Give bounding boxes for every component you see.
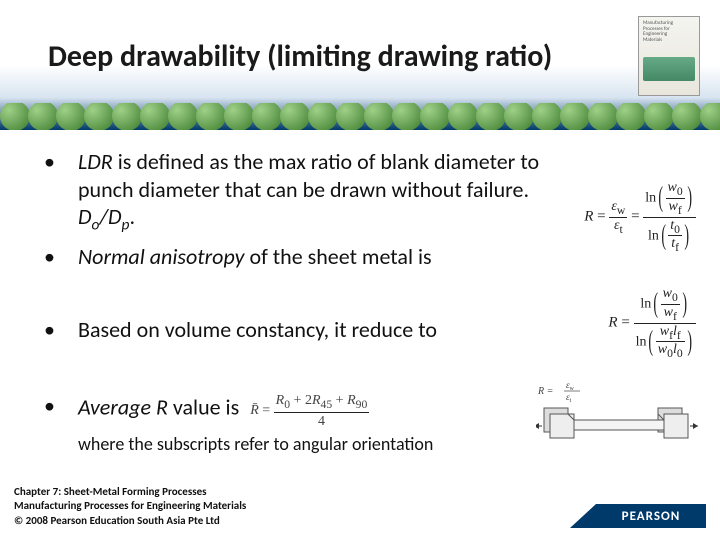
bullet-text: Normal anisotropy of the sheet metal is — [78, 243, 432, 271]
bullet-marker: • — [44, 316, 78, 344]
tensile-specimen-diagram: R = εw εt — [536, 380, 706, 470]
header-decoration — [0, 103, 720, 130]
bullet-text: Based on volume constancy, it reduce to — [78, 316, 437, 344]
book-cover-thumbnail: Manufacturing Processes for Engineering … — [638, 16, 700, 96]
equation-volume-constancy: R = ln(w0wf) ln(wflfw0l0) — [608, 286, 696, 360]
bullet-marker: • — [44, 392, 78, 420]
svg-text:εw: εw — [566, 380, 575, 392]
equation-anisotropy: R = εwεt = ln(w0wf) ln(t0tf) — [584, 180, 696, 254]
footer-chapter: Chapter 7: Sheet-Metal Forming Processes — [14, 485, 706, 499]
bullet-marker: • — [44, 243, 78, 271]
bullet-item: • Based on volume constancy, it reduce t… — [44, 316, 700, 344]
slide-title: Deep drawability (limiting drawing ratio… — [48, 38, 552, 75]
equation-rbar: R̄ = R0 + 2R45 + R904 — [250, 403, 369, 418]
bullet-marker: • — [44, 148, 78, 176]
svg-text:R =: R = — [537, 386, 553, 397]
book-title-line: Materials — [643, 38, 695, 44]
slide-footer: Chapter 7: Sheet-Metal Forming Processes… — [14, 485, 706, 528]
pearson-logo: PEARSON — [596, 504, 706, 528]
bullet-text: LDR is defined as the max ratio of blank… — [78, 148, 583, 235]
bullet-text: Average R value is R̄ = R0 + 2R45 + R904 — [78, 392, 369, 431]
svg-text:εt: εt — [566, 392, 572, 404]
